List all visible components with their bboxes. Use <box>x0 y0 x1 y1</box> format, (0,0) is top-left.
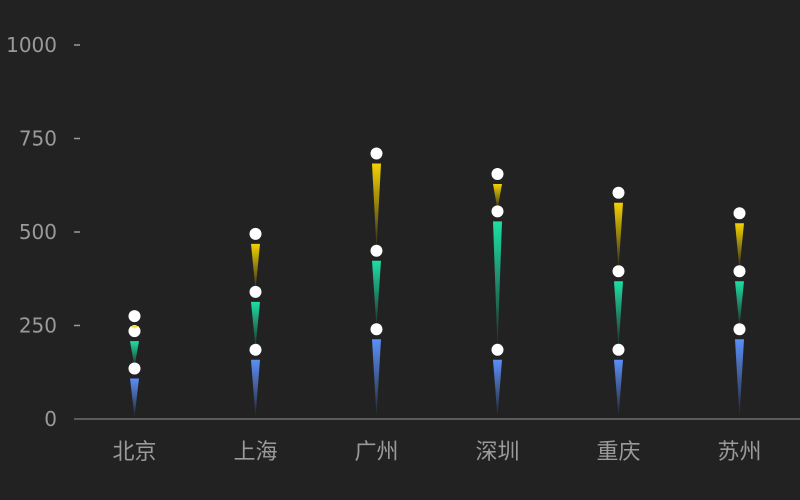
chart-marks <box>128 147 746 417</box>
spike-bar <box>372 163 381 249</box>
spike-bar <box>735 223 744 270</box>
spike-bar <box>493 184 502 210</box>
spike-bar <box>251 359 260 417</box>
y-tick-label: 500 <box>19 220 57 244</box>
spike-bar <box>130 341 139 367</box>
x-tick-label: 广州 <box>354 440 398 465</box>
y-tick-label: 1000 <box>6 33 57 57</box>
x-tick-label: 苏州 <box>717 440 761 465</box>
spike-bar <box>130 326 139 330</box>
data-point <box>491 205 504 218</box>
spike-bar <box>614 202 623 270</box>
x-tick-label: 上海 <box>233 440 277 465</box>
spike-bar <box>372 260 381 328</box>
data-point <box>612 343 625 356</box>
spike-bar <box>493 359 502 417</box>
data-point <box>249 227 262 240</box>
data-point <box>370 323 383 336</box>
spike-bar <box>614 359 623 417</box>
data-point <box>491 168 504 181</box>
data-point <box>370 147 383 160</box>
data-point <box>612 186 625 199</box>
spike-bar <box>614 281 623 348</box>
spike-bar <box>251 301 260 348</box>
data-point <box>128 310 141 323</box>
spike-bar <box>372 339 381 417</box>
x-tick-label: 重庆 <box>596 440 640 465</box>
data-point <box>249 343 262 356</box>
spike-bar <box>251 243 260 290</box>
spike-bar <box>735 281 744 328</box>
data-point <box>733 265 746 278</box>
data-point <box>612 265 625 278</box>
data-point <box>128 325 141 338</box>
spike-bar <box>130 378 139 417</box>
spike-bar <box>493 221 502 348</box>
y-axis: 0 250 500 750 1000 <box>6 33 80 431</box>
data-point <box>128 362 141 375</box>
data-point <box>733 207 746 220</box>
y-tick-label: 750 <box>19 127 57 151</box>
y-tick-label: 0 <box>44 407 57 431</box>
y-tick-label: 250 <box>19 314 57 338</box>
x-axis: 北京 上海 广州 深圳 重庆 苏州 <box>74 418 800 465</box>
data-point <box>249 285 262 298</box>
data-point <box>491 343 504 356</box>
x-tick-label: 深圳 <box>475 440 519 465</box>
spike-bar <box>735 339 744 417</box>
data-point <box>733 323 746 336</box>
data-point <box>370 244 383 257</box>
x-tick-label: 北京 <box>112 440 156 465</box>
